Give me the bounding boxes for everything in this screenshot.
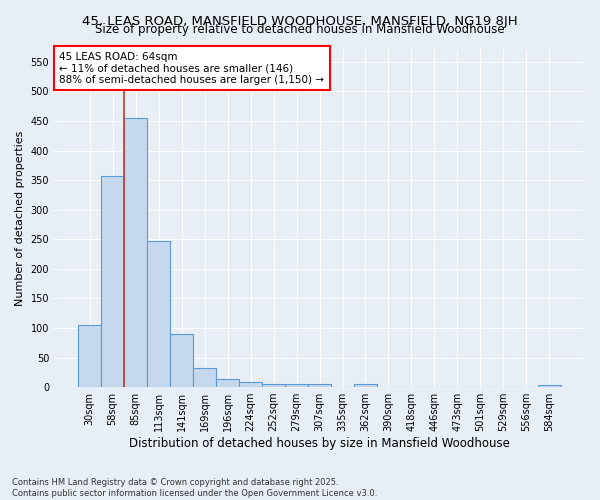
Bar bbox=[285, 384, 308, 387]
Bar bbox=[308, 384, 331, 387]
X-axis label: Distribution of detached houses by size in Mansfield Woodhouse: Distribution of detached houses by size … bbox=[129, 437, 510, 450]
Bar bbox=[101, 176, 124, 387]
Bar bbox=[216, 380, 239, 387]
Bar bbox=[354, 384, 377, 387]
Bar bbox=[147, 241, 170, 387]
Bar bbox=[262, 384, 285, 387]
Bar bbox=[538, 384, 561, 387]
Y-axis label: Number of detached properties: Number of detached properties bbox=[15, 131, 25, 306]
Text: 45 LEAS ROAD: 64sqm
← 11% of detached houses are smaller (146)
88% of semi-detac: 45 LEAS ROAD: 64sqm ← 11% of detached ho… bbox=[59, 52, 325, 85]
Bar bbox=[193, 368, 216, 387]
Bar bbox=[124, 118, 147, 387]
Bar bbox=[78, 325, 101, 387]
Text: 45, LEAS ROAD, MANSFIELD WOODHOUSE, MANSFIELD, NG19 8JH: 45, LEAS ROAD, MANSFIELD WOODHOUSE, MANS… bbox=[82, 15, 518, 28]
Bar bbox=[239, 382, 262, 387]
Bar bbox=[170, 334, 193, 387]
Text: Size of property relative to detached houses in Mansfield Woodhouse: Size of property relative to detached ho… bbox=[95, 22, 505, 36]
Text: Contains HM Land Registry data © Crown copyright and database right 2025.
Contai: Contains HM Land Registry data © Crown c… bbox=[12, 478, 377, 498]
